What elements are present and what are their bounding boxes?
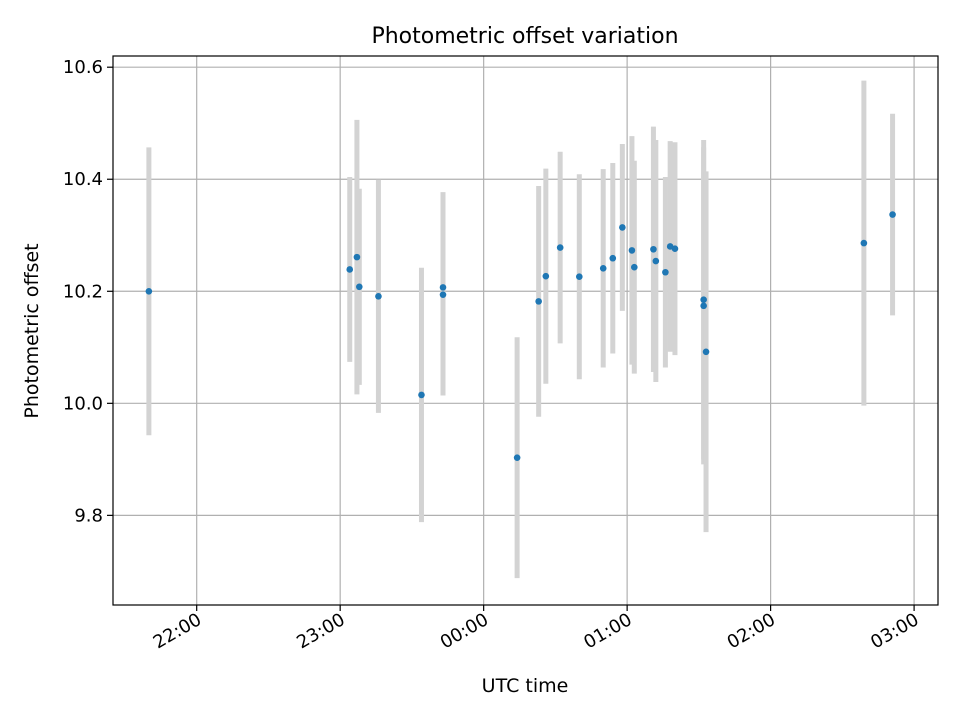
data-point: [535, 298, 542, 305]
y-tick-label: 10.6: [63, 57, 103, 78]
plot-frame: [112, 55, 939, 606]
grid: [113, 56, 938, 605]
data-point: [650, 245, 657, 253]
data-point: [599, 265, 607, 272]
data-point: [889, 211, 896, 218]
data-point: [628, 247, 636, 254]
data-point: [356, 283, 363, 291]
y-tick-label: 10.0: [63, 393, 103, 414]
data-point: [609, 254, 617, 262]
data-point: [375, 293, 382, 300]
chart-title: Photometric offset variation: [371, 24, 678, 49]
data-point: [631, 263, 638, 271]
data-point: [542, 272, 550, 280]
y-tick-label: 10.2: [63, 281, 103, 302]
data-point: [353, 253, 361, 261]
data-point: [662, 268, 669, 276]
data-point: [418, 391, 425, 399]
data-point: [556, 244, 564, 251]
data-point: [702, 348, 710, 356]
data-point: [145, 287, 153, 295]
data-point: [700, 296, 707, 303]
data-point: [346, 266, 354, 273]
y-axis: 9.8 10.0 10.2 10.4 10.6: [63, 57, 113, 526]
data-point: [513, 454, 521, 461]
x-axis-label: UTC time: [482, 675, 569, 697]
data-point: [576, 273, 583, 281]
y-tick-label: 10.4: [63, 169, 103, 190]
data-point: [652, 257, 660, 265]
data-point: [671, 245, 679, 253]
data-point: [619, 224, 626, 231]
data-point: [439, 284, 447, 291]
data-point: [439, 291, 447, 298]
y-tick-label: 9.8: [74, 505, 103, 526]
data-point: [700, 302, 707, 310]
data-point: [860, 239, 868, 247]
y-axis-label: Photometric offset: [21, 243, 43, 418]
plot-area: [113, 56, 938, 605]
data-points: [145, 211, 896, 461]
